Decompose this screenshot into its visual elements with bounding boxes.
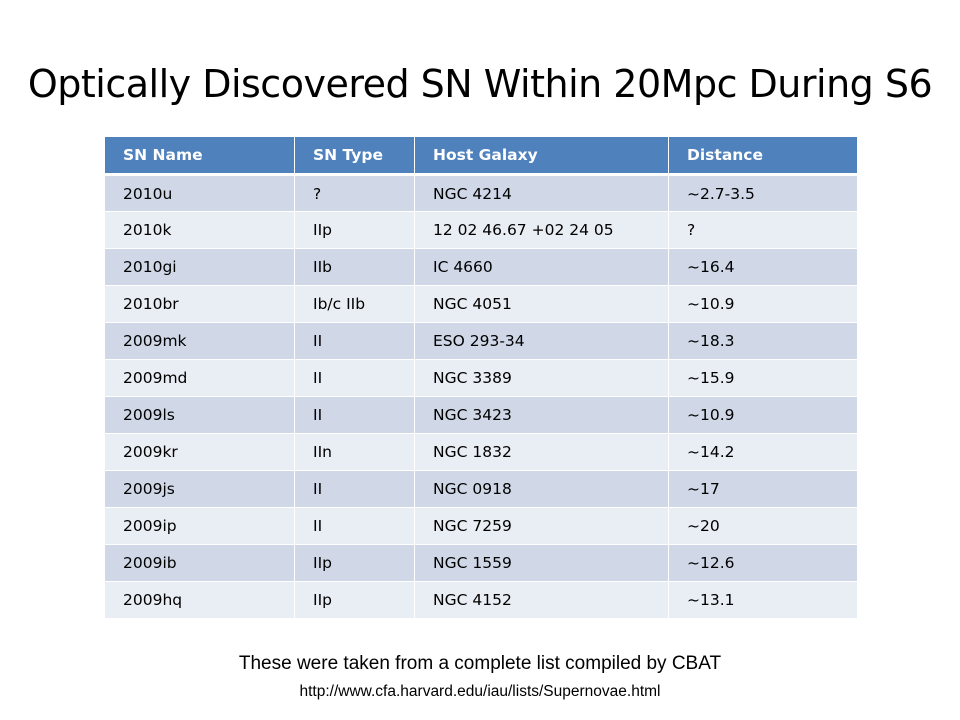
- table-row: 2009kr IIn NGC 1832 ~14.2: [104, 433, 858, 471]
- cell-distance: ~10.9: [668, 285, 858, 323]
- cell-sn-name: 2009js: [104, 470, 295, 508]
- cell-distance: ~16.4: [668, 248, 858, 286]
- cell-sn-type: IIp: [294, 211, 415, 249]
- cell-distance: ~18.3: [668, 322, 858, 360]
- cell-sn-type: II: [294, 322, 415, 360]
- cell-distance: ?: [668, 211, 858, 249]
- supernova-table: SN Name SN Type Host Galaxy Distance 201…: [104, 136, 858, 619]
- table-row: 2009ip II NGC 7259 ~20: [104, 507, 858, 545]
- cell-sn-type: II: [294, 396, 415, 434]
- cell-host-galaxy: NGC 3389: [414, 359, 669, 397]
- table-row: 2009mk II ESO 293-34 ~18.3: [104, 322, 858, 360]
- cell-sn-type: Ib/c IIb: [294, 285, 415, 323]
- cell-sn-type: ?: [294, 174, 415, 212]
- column-header-sn-type: SN Type: [294, 136, 415, 176]
- cell-sn-type: IIp: [294, 544, 415, 582]
- column-header-host-galaxy: Host Galaxy: [414, 136, 669, 176]
- cell-sn-name: 2009mk: [104, 322, 295, 360]
- column-header-distance: Distance: [668, 136, 858, 176]
- cell-host-galaxy: NGC 4152: [414, 581, 669, 619]
- footnote: These were taken from a complete list co…: [238, 653, 722, 674]
- cell-host-galaxy: 12 02 46.67 +02 24 05: [414, 211, 669, 249]
- table-row: 2010gi IIb IC 4660 ~16.4: [104, 248, 858, 286]
- cell-sn-type: IIb: [294, 248, 415, 286]
- cell-distance: ~2.7-3.5: [668, 174, 858, 212]
- cell-sn-name: 2010gi: [104, 248, 295, 286]
- table-row: 2010br Ib/c IIb NGC 4051 ~10.9: [104, 285, 858, 323]
- cell-host-galaxy: NGC 1559: [414, 544, 669, 582]
- cell-distance: ~17: [668, 470, 858, 508]
- table-row: 2009ls II NGC 3423 ~10.9: [104, 396, 858, 434]
- cell-sn-name: 2009ib: [104, 544, 295, 582]
- cell-distance: ~14.2: [668, 433, 858, 471]
- cell-sn-name: 2010k: [104, 211, 295, 249]
- cell-sn-type: IIp: [294, 581, 415, 619]
- cell-sn-name: 2009kr: [104, 433, 295, 471]
- cell-sn-type: II: [294, 470, 415, 508]
- table-row: 2009md II NGC 3389 ~15.9: [104, 359, 858, 397]
- cell-sn-type: IIn: [294, 433, 415, 471]
- table-row: 2009js II NGC 0918 ~17: [104, 470, 858, 508]
- cell-distance: ~12.6: [668, 544, 858, 582]
- cell-sn-name: 2009ip: [104, 507, 295, 545]
- table-row: 2009ib IIp NGC 1559 ~12.6: [104, 544, 858, 582]
- table-row: 2010k IIp 12 02 46.67 +02 24 05?: [104, 211, 858, 249]
- cell-sn-type: II: [294, 359, 415, 397]
- cell-host-galaxy: NGC 4051: [414, 285, 669, 323]
- table-row: 2009hq IIp NGC 4152 ~13.1: [104, 581, 858, 619]
- cell-sn-name: 2009md: [104, 359, 295, 397]
- cell-distance: ~13.1: [668, 581, 858, 619]
- cell-sn-name: 2010br: [104, 285, 295, 323]
- cell-distance: ~10.9: [668, 396, 858, 434]
- cell-host-galaxy: NGC 0918: [414, 470, 669, 508]
- cell-host-galaxy: NGC 3423: [414, 396, 669, 434]
- cell-host-galaxy: IC 4660: [414, 248, 669, 286]
- cell-distance: ~15.9: [668, 359, 858, 397]
- cell-host-galaxy: NGC 4214: [414, 174, 669, 212]
- cell-distance: ~20: [668, 507, 858, 545]
- column-header-sn-name: SN Name: [104, 136, 295, 176]
- cell-host-galaxy: ESO 293-34: [414, 322, 669, 360]
- cell-host-galaxy: NGC 1832: [414, 433, 669, 471]
- cell-sn-name: 2009ls: [104, 396, 295, 434]
- table-row: 2010u? NGC 4214 ~2.7-3.5: [104, 174, 858, 212]
- slide-title: Optically Discovered SN Within 20Mpc Dur…: [27, 62, 933, 106]
- cell-sn-name: 2009hq: [104, 581, 295, 619]
- table-header-row: SN Name SN Type Host Galaxy Distance: [104, 136, 858, 176]
- cell-host-galaxy: NGC 7259: [414, 507, 669, 545]
- source-url: http://www.cfa.harvard.edu/iau/lists/Sup…: [299, 683, 661, 700]
- cell-sn-type: II: [294, 507, 415, 545]
- cell-sn-name: 2010u: [104, 174, 295, 212]
